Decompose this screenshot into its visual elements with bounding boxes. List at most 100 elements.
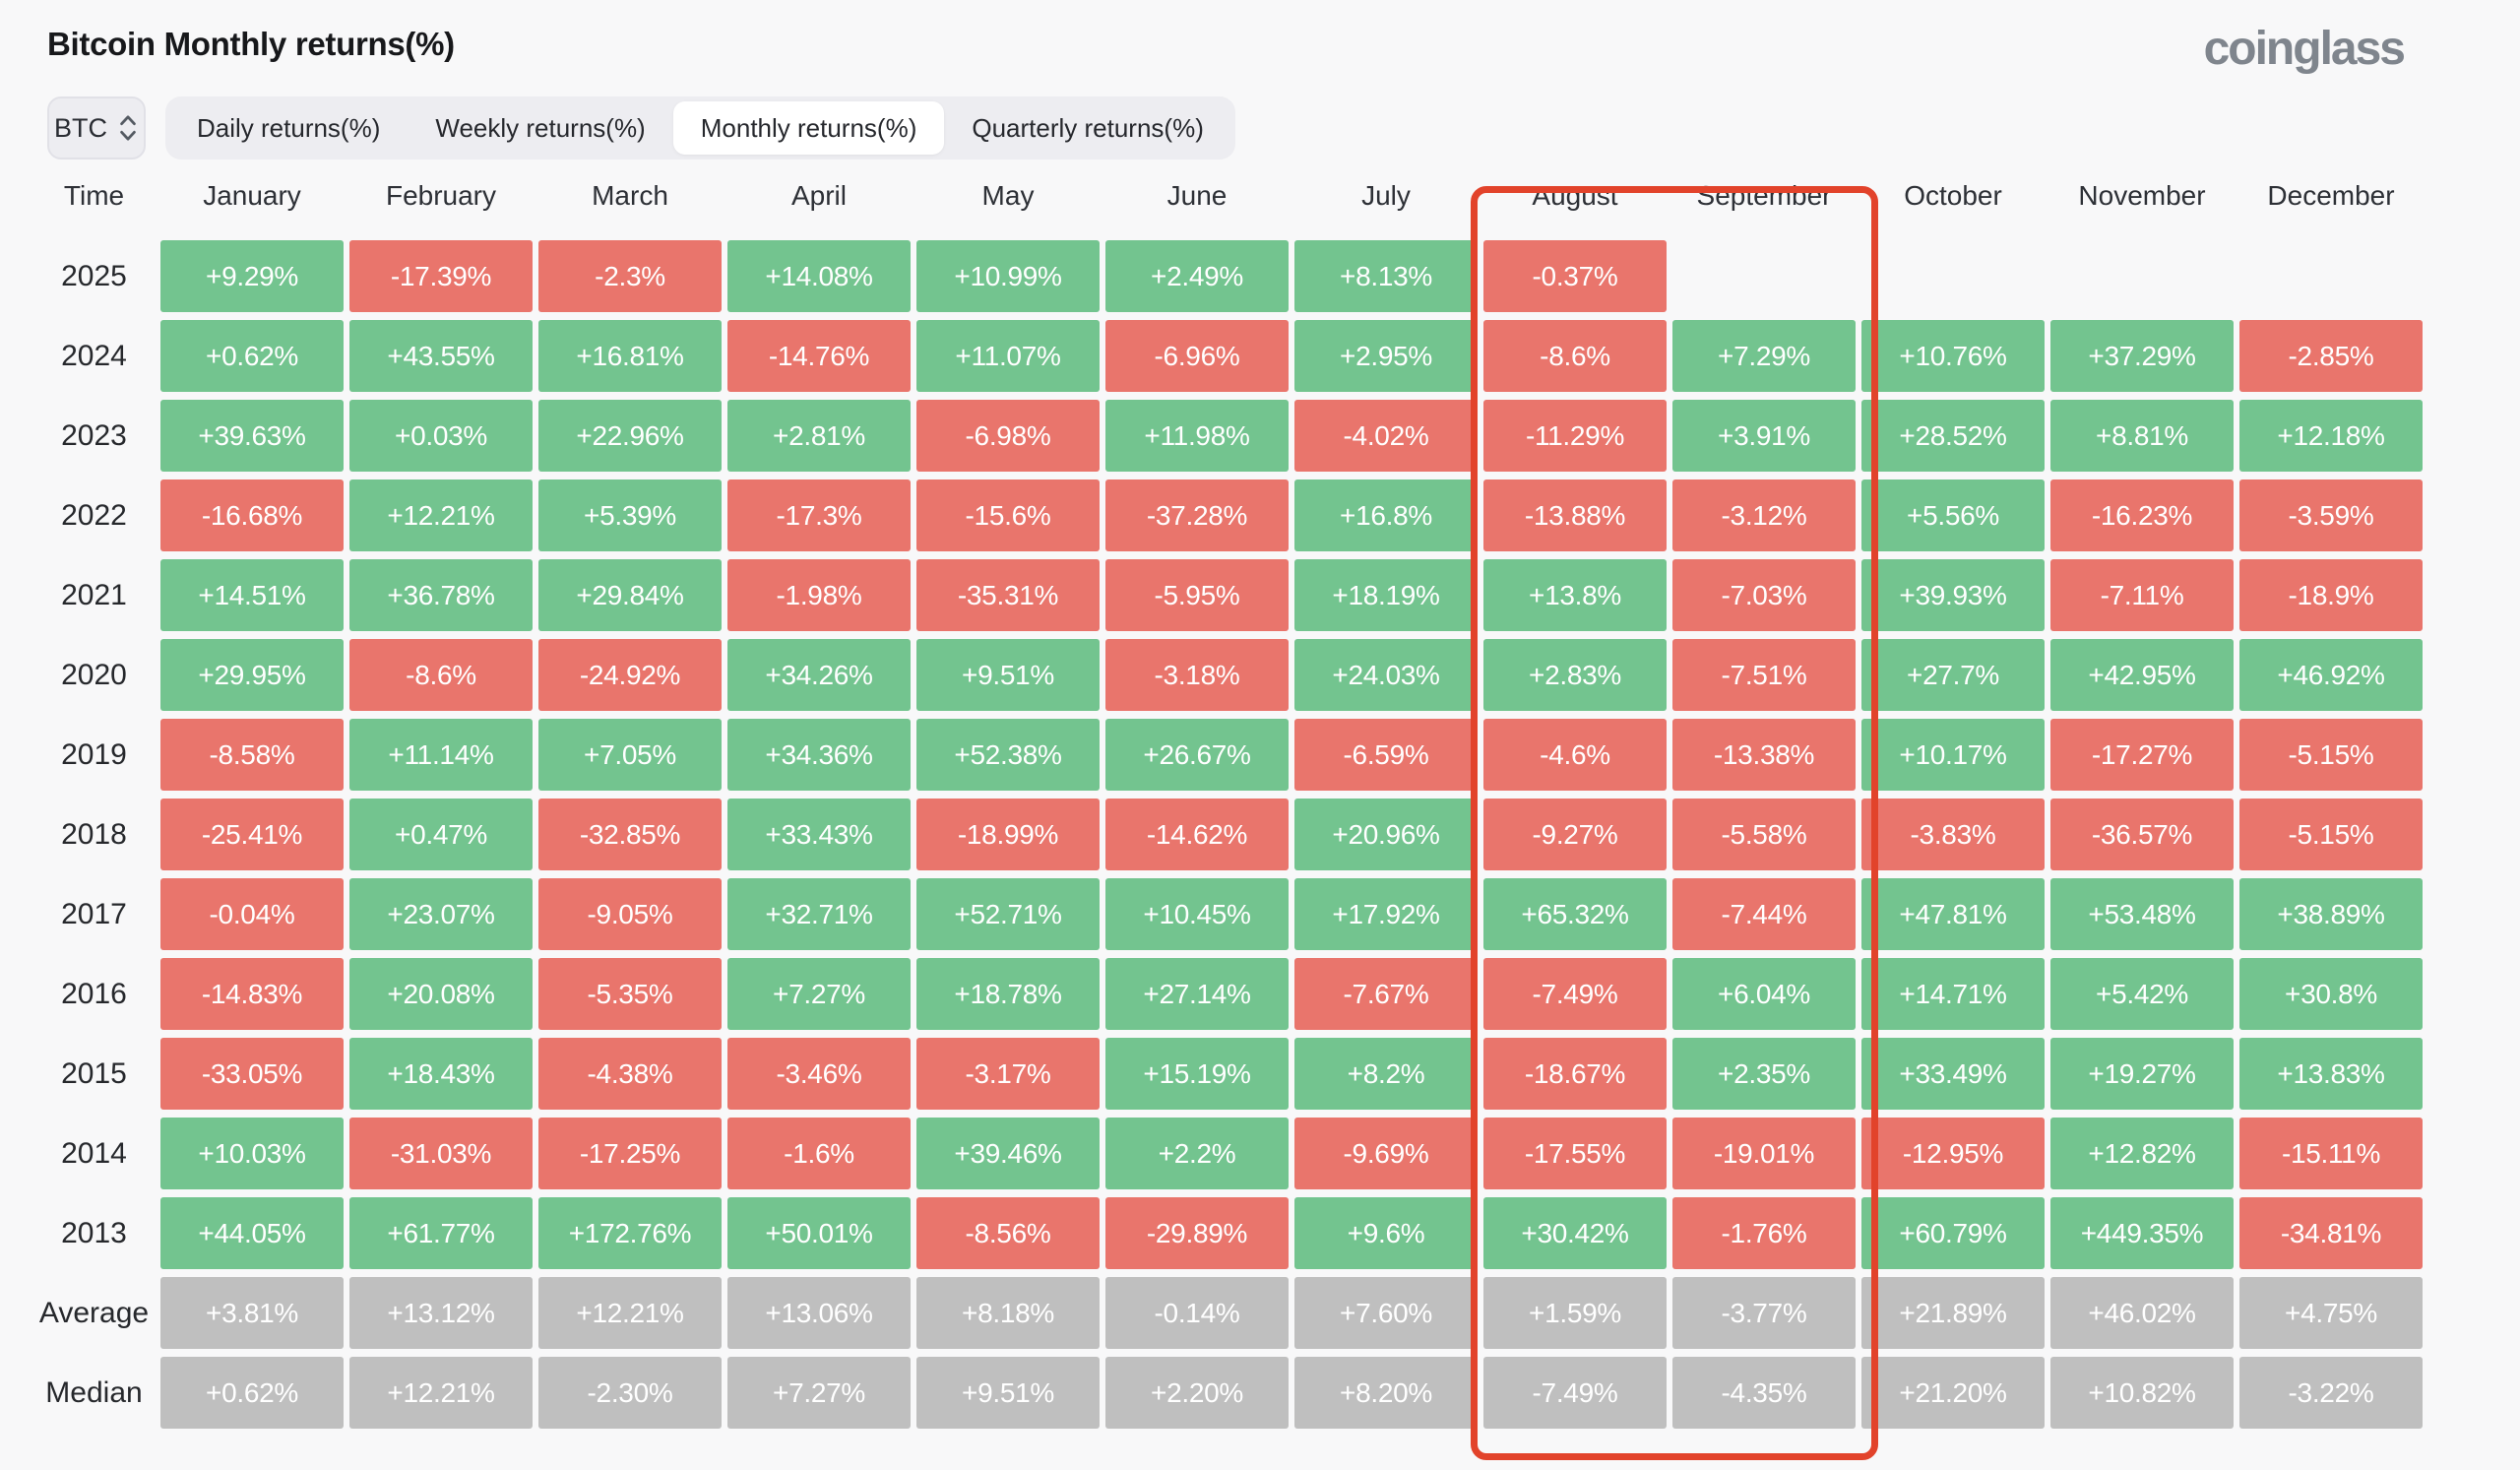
return-cell: +30.8% — [2239, 958, 2423, 1030]
return-cell: -35.31% — [916, 559, 1100, 631]
return-cell: -37.28% — [1105, 479, 1289, 551]
return-cell: -1.6% — [727, 1118, 911, 1189]
column-header-march: March — [592, 180, 668, 211]
return-cell — [1672, 240, 1856, 312]
row-label-2014: 2014 — [61, 1136, 127, 1170]
return-cell: -7.51% — [1672, 639, 1856, 711]
column-header-june: June — [1166, 180, 1228, 211]
return-cell: +34.36% — [727, 719, 911, 791]
return-cell: -7.67% — [1294, 958, 1478, 1030]
return-cell: -5.95% — [1105, 559, 1289, 631]
return-cell: -7.11% — [2050, 559, 2234, 631]
return-cell: -13.88% — [1483, 479, 1667, 551]
return-cell: -5.35% — [538, 958, 722, 1030]
row-label-2013: 2013 — [61, 1216, 127, 1249]
return-cell: +2.81% — [727, 400, 911, 472]
return-cell: -8.6% — [349, 639, 533, 711]
return-cell: +36.78% — [349, 559, 533, 631]
tab-label: Weekly returns(%) — [435, 112, 646, 143]
return-cell: +23.07% — [349, 878, 533, 950]
return-cell: -4.02% — [1294, 400, 1478, 472]
return-cell: +18.19% — [1294, 559, 1478, 631]
return-cell: +8.13% — [1294, 240, 1478, 312]
select-chevrons-icon — [117, 112, 139, 144]
column-header-may: May — [981, 180, 1035, 211]
return-cell: -31.03% — [349, 1118, 533, 1189]
tab-monthly-returns[interactable]: Monthly returns(%) — [672, 101, 945, 155]
return-cell: -3.18% — [1105, 639, 1289, 711]
return-cell: +8.81% — [2050, 400, 2234, 472]
return-cell — [2239, 240, 2423, 312]
return-cell: -29.89% — [1105, 1197, 1289, 1269]
row-label-2018: 2018 — [61, 817, 127, 851]
return-cell: +27.7% — [1861, 639, 2045, 711]
return-cell: +12.21% — [349, 479, 533, 551]
monthly-returns-table: Time January February March April May June Jul… — [0, 160, 2423, 1429]
column-header-august: August — [1532, 180, 1618, 211]
return-cell: +60.79% — [1861, 1197, 2045, 1269]
return-cell: +37.29% — [2050, 320, 2234, 392]
return-cell: -4.35% — [1672, 1357, 1856, 1429]
return-cell: -2.3% — [538, 240, 722, 312]
return-cell: +8.20% — [1294, 1357, 1478, 1429]
return-cell: -16.68% — [160, 479, 344, 551]
return-cell: +1.59% — [1483, 1277, 1667, 1349]
tab-label: Daily returns(%) — [197, 112, 381, 143]
return-cell — [2050, 240, 2234, 312]
column-header-october: October — [1904, 180, 2002, 211]
return-cell: +42.95% — [2050, 639, 2234, 711]
return-cell: +17.92% — [1294, 878, 1478, 950]
tab-weekly-returns[interactable]: Weekly returns(%) — [408, 101, 672, 155]
symbol-select-value: BTC — [54, 112, 107, 143]
return-cell: +12.21% — [349, 1357, 533, 1429]
return-cell: -5.15% — [2239, 799, 2423, 870]
return-cell: +14.08% — [727, 240, 911, 312]
return-cell: -0.04% — [160, 878, 344, 950]
return-cell: -4.38% — [538, 1038, 722, 1110]
tab-daily-returns[interactable]: Daily returns(%) — [169, 101, 408, 155]
return-cell: -12.95% — [1861, 1118, 2045, 1189]
row-label-2020: 2020 — [61, 658, 127, 691]
return-cell: +47.81% — [1861, 878, 2045, 950]
return-cell: -1.76% — [1672, 1197, 1856, 1269]
return-cell: -8.6% — [1483, 320, 1667, 392]
return-cell: -14.76% — [727, 320, 911, 392]
return-cell: -17.39% — [349, 240, 533, 312]
return-cell: -15.6% — [916, 479, 1100, 551]
return-cell: +10.99% — [916, 240, 1100, 312]
return-cell: +14.51% — [160, 559, 344, 631]
return-cell: +2.83% — [1483, 639, 1667, 711]
return-cell: +10.45% — [1105, 878, 1289, 950]
return-cell: +13.06% — [727, 1277, 911, 1349]
tab-label: Monthly returns(%) — [700, 112, 917, 143]
return-cell: -8.56% — [916, 1197, 1100, 1269]
return-cell: +21.20% — [1861, 1357, 2045, 1429]
symbol-select[interactable]: BTC — [47, 96, 146, 160]
return-cell: -6.96% — [1105, 320, 1289, 392]
row-label-average: Average — [38, 1296, 150, 1329]
return-cell: +65.32% — [1483, 878, 1667, 950]
return-cell: -32.85% — [538, 799, 722, 870]
tab-quarterly-returns[interactable]: Quarterly returns(%) — [944, 101, 1231, 155]
return-cell: +38.89% — [2239, 878, 2423, 950]
return-cell: -8.58% — [160, 719, 344, 791]
return-cell: -7.49% — [1483, 958, 1667, 1030]
controls-row: BTC Daily returns(%) Weekly returns(%) M… — [47, 96, 2520, 160]
return-cell: +46.92% — [2239, 639, 2423, 711]
return-cell: +15.19% — [1105, 1038, 1289, 1110]
return-cell: -14.62% — [1105, 799, 1289, 870]
return-cell: -2.85% — [2239, 320, 2423, 392]
return-cell: +10.17% — [1861, 719, 2045, 791]
return-cell: +50.01% — [727, 1197, 911, 1269]
return-cell: +61.77% — [349, 1197, 533, 1269]
return-cell: +52.38% — [916, 719, 1100, 791]
return-cell: +7.29% — [1672, 320, 1856, 392]
return-cell: +26.67% — [1105, 719, 1289, 791]
return-cell: -7.49% — [1483, 1357, 1667, 1429]
return-cell: -33.05% — [160, 1038, 344, 1110]
return-cell: +5.56% — [1861, 479, 2045, 551]
return-cell: +4.75% — [2239, 1277, 2423, 1349]
return-cell: +0.62% — [160, 320, 344, 392]
return-cell: +3.81% — [160, 1277, 344, 1349]
row-label-2025: 2025 — [61, 259, 127, 292]
